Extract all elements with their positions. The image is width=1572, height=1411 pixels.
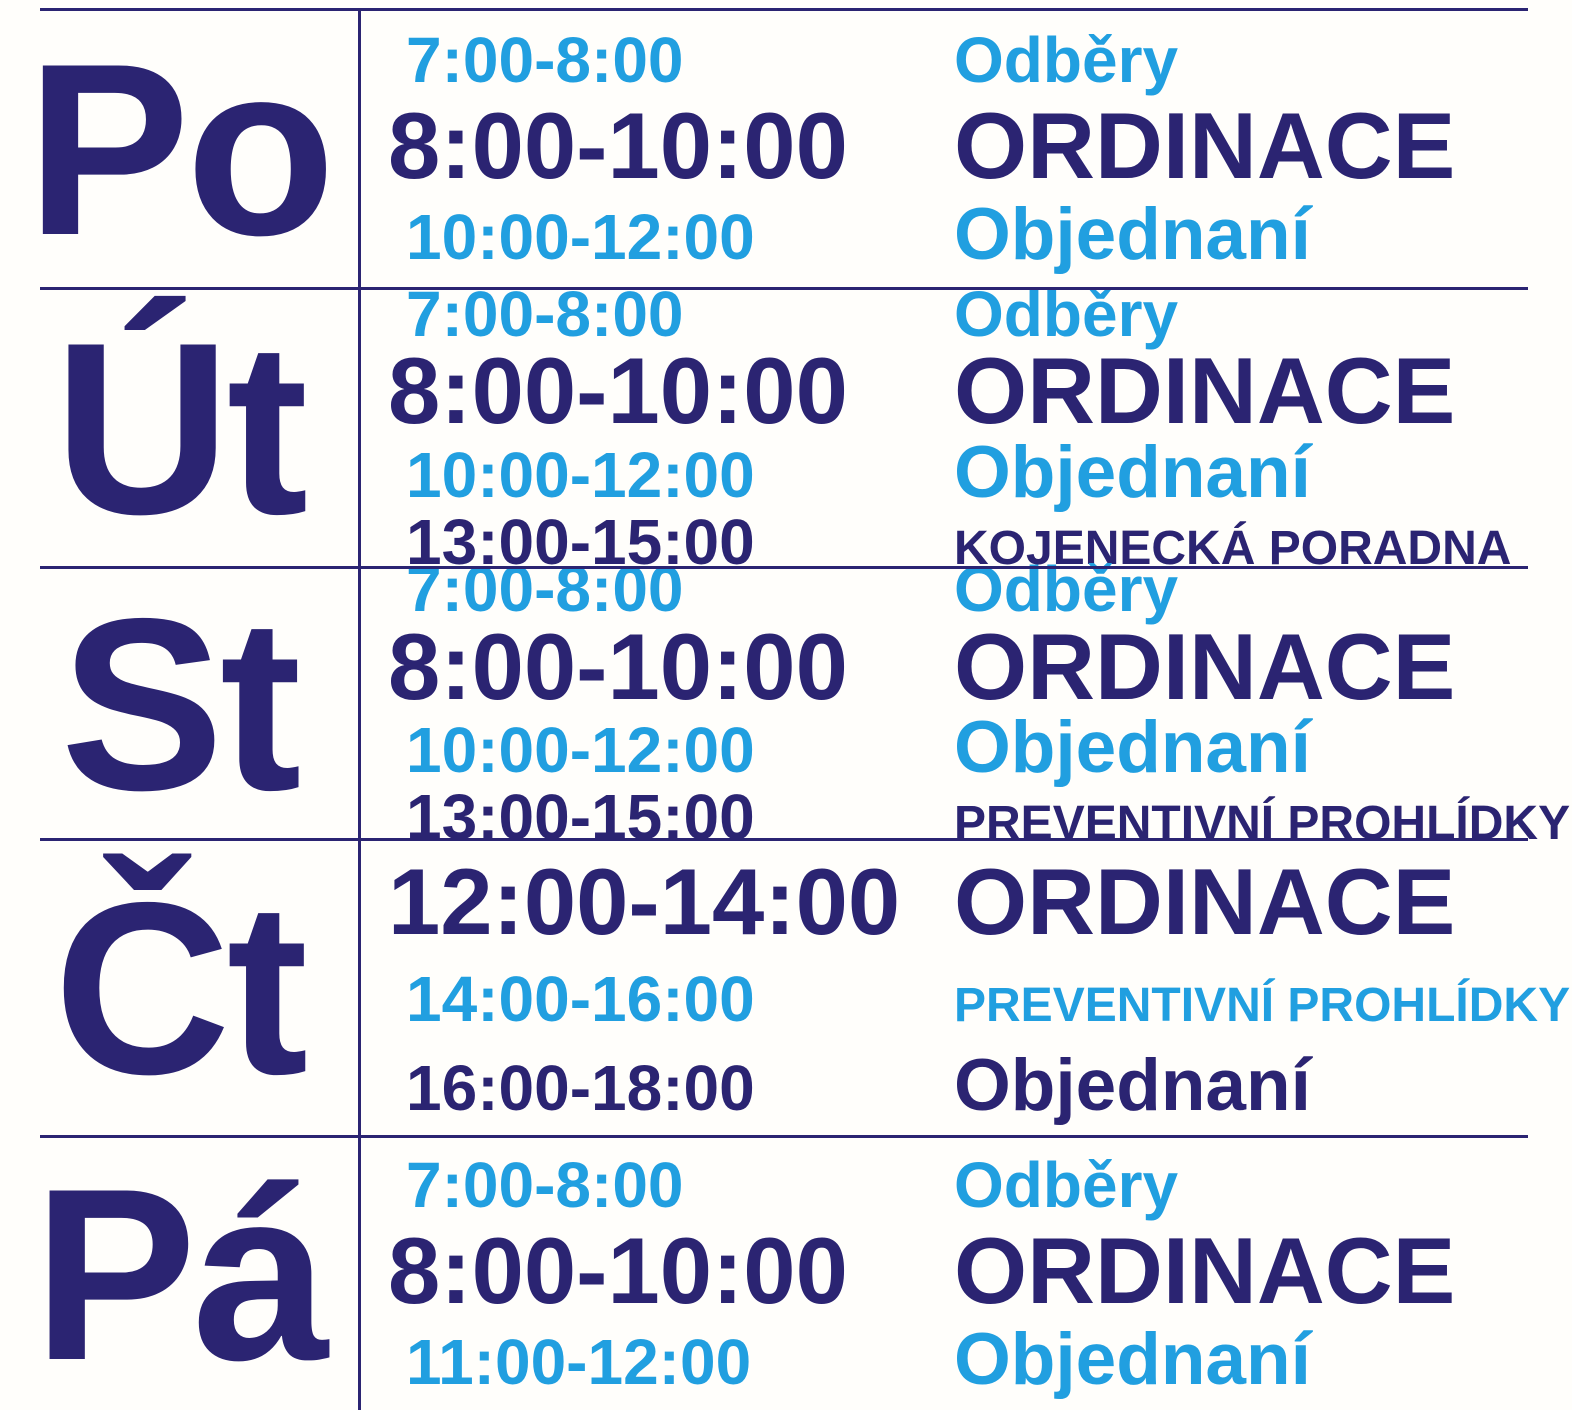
entry-activity: ORDINACE [954, 338, 1456, 444]
day-cell: Čt [0, 841, 358, 1135]
day-schedule: 7:00-8:00 Odběry 8:00-10:00 ORDINACE 10:… [358, 11, 1572, 287]
entry-time: 8:00-10:00 [388, 1217, 848, 1323]
schedule-entry: 10:00-12:00 Objednaní [358, 711, 1572, 784]
day-schedule: 7:00-8:00 Odběry 8:00-10:00 ORDINACE 11:… [358, 1138, 1572, 1410]
day-schedule: 7:00-8:00 Odběry 8:00-10:00 ORDINACE 10:… [358, 281, 1572, 575]
day-label: Pá [33, 1137, 329, 1411]
entry-activity: ORDINACE [954, 849, 1456, 955]
entry-time: 7:00-8:00 [406, 1149, 684, 1222]
entry-time: 12:00-14:00 [388, 849, 901, 955]
schedule-entry: 8:00-10:00 ORDINACE [358, 338, 1572, 444]
day-row-friday: Pá 7:00-8:00 Odběry 8:00-10:00 ORDINACE … [0, 1138, 1572, 1410]
day-schedule: 12:00-14:00 ORDINACE 14:00-16:00 PREVENT… [358, 841, 1572, 1135]
entry-activity: ORDINACE [954, 1217, 1456, 1323]
entry-activity: Objednaní [954, 1318, 1311, 1400]
entry-time: 7:00-8:00 [406, 24, 684, 97]
entry-activity: KOJENECKÁ PORADNA [954, 521, 1512, 575]
entry-activity: Odběry [954, 1149, 1179, 1222]
entry-activity: Objednaní [954, 707, 1311, 789]
day-label: St [60, 566, 302, 841]
day-row-thursday: Čt 12:00-14:00 ORDINACE 14:00-16:00 PREV… [0, 841, 1572, 1135]
entry-activity: Objednaní [954, 193, 1311, 275]
schedule-entry: 7:00-8:00 Odběry [358, 281, 1572, 348]
entry-activity: PREVENTIVNÍ PROHLÍDKY [954, 979, 1571, 1033]
day-label: Čt [53, 851, 309, 1125]
entry-time: 13:00-15:00 [406, 505, 755, 578]
schedule-entry: 10:00-12:00 Objednaní [358, 198, 1572, 271]
entry-time: 10:00-12:00 [406, 438, 755, 511]
entry-time: 16:00-18:00 [406, 1051, 755, 1124]
row-divider [40, 838, 1528, 841]
entry-activity: ORDINACE [954, 613, 1456, 719]
entry-time: 11:00-12:00 [406, 1325, 752, 1398]
entry-time: 10:00-12:00 [406, 714, 755, 787]
entry-time: 10:00-12:00 [406, 200, 755, 273]
schedule-entry: 16:00-18:00 Objednaní [358, 1049, 1572, 1122]
entry-activity: Odběry [954, 277, 1179, 350]
schedule-entry: 14:00-16:00 PREVENTIVNÍ PROHLÍDKY [358, 966, 1572, 1033]
schedule-entry: 7:00-8:00 Odběry [358, 27, 1572, 94]
day-row-wednesday: St 7:00-8:00 Odběry 8:00-10:00 ORDINACE … [0, 556, 1572, 850]
entry-time: 14:00-16:00 [406, 963, 755, 1036]
day-label: Út [53, 291, 309, 565]
row-divider [40, 287, 1528, 290]
entry-activity: Objednaní [954, 1044, 1311, 1126]
day-label: Po [26, 12, 335, 286]
schedule-entry: 8:00-10:00 ORDINACE [358, 613, 1572, 719]
schedule-entry: 7:00-8:00 Odběry [358, 1152, 1572, 1219]
day-cell: Po [0, 11, 358, 287]
row-divider [40, 1135, 1528, 1138]
column-divider [358, 8, 361, 1410]
top-border [40, 8, 1528, 11]
schedule-entry: 8:00-10:00 ORDINACE [358, 92, 1572, 198]
schedule-entry: 11:00-12:00 Objednaní [358, 1323, 1572, 1396]
schedule-entry: 13:00-15:00 KOJENECKÁ PORADNA [358, 509, 1572, 576]
entry-time: 8:00-10:00 [388, 338, 848, 444]
day-cell: Pá [0, 1138, 358, 1410]
day-cell: Út [0, 290, 358, 566]
day-row-tuesday: Út 7:00-8:00 Odběry 8:00-10:00 ORDINACE … [0, 281, 1572, 575]
entry-time: 8:00-10:00 [388, 613, 848, 719]
entry-time: 8:00-10:00 [388, 92, 848, 198]
schedule-entry: 8:00-10:00 ORDINACE [358, 1217, 1572, 1323]
schedule-entry: 12:00-14:00 ORDINACE [358, 854, 1572, 950]
row-divider [40, 566, 1528, 569]
entry-activity: Objednaní [954, 431, 1311, 513]
entry-activity: Odběry [954, 24, 1179, 97]
entry-activity: ORDINACE [954, 92, 1456, 198]
entry-time: 7:00-8:00 [406, 277, 684, 350]
day-row-monday: Po 7:00-8:00 Odběry 8:00-10:00 ORDINACE … [0, 11, 1572, 287]
schedule-entry: 10:00-12:00 Objednaní [358, 436, 1572, 509]
day-schedule: 7:00-8:00 Odběry 8:00-10:00 ORDINACE 10:… [358, 556, 1572, 850]
day-cell: St [0, 569, 358, 838]
